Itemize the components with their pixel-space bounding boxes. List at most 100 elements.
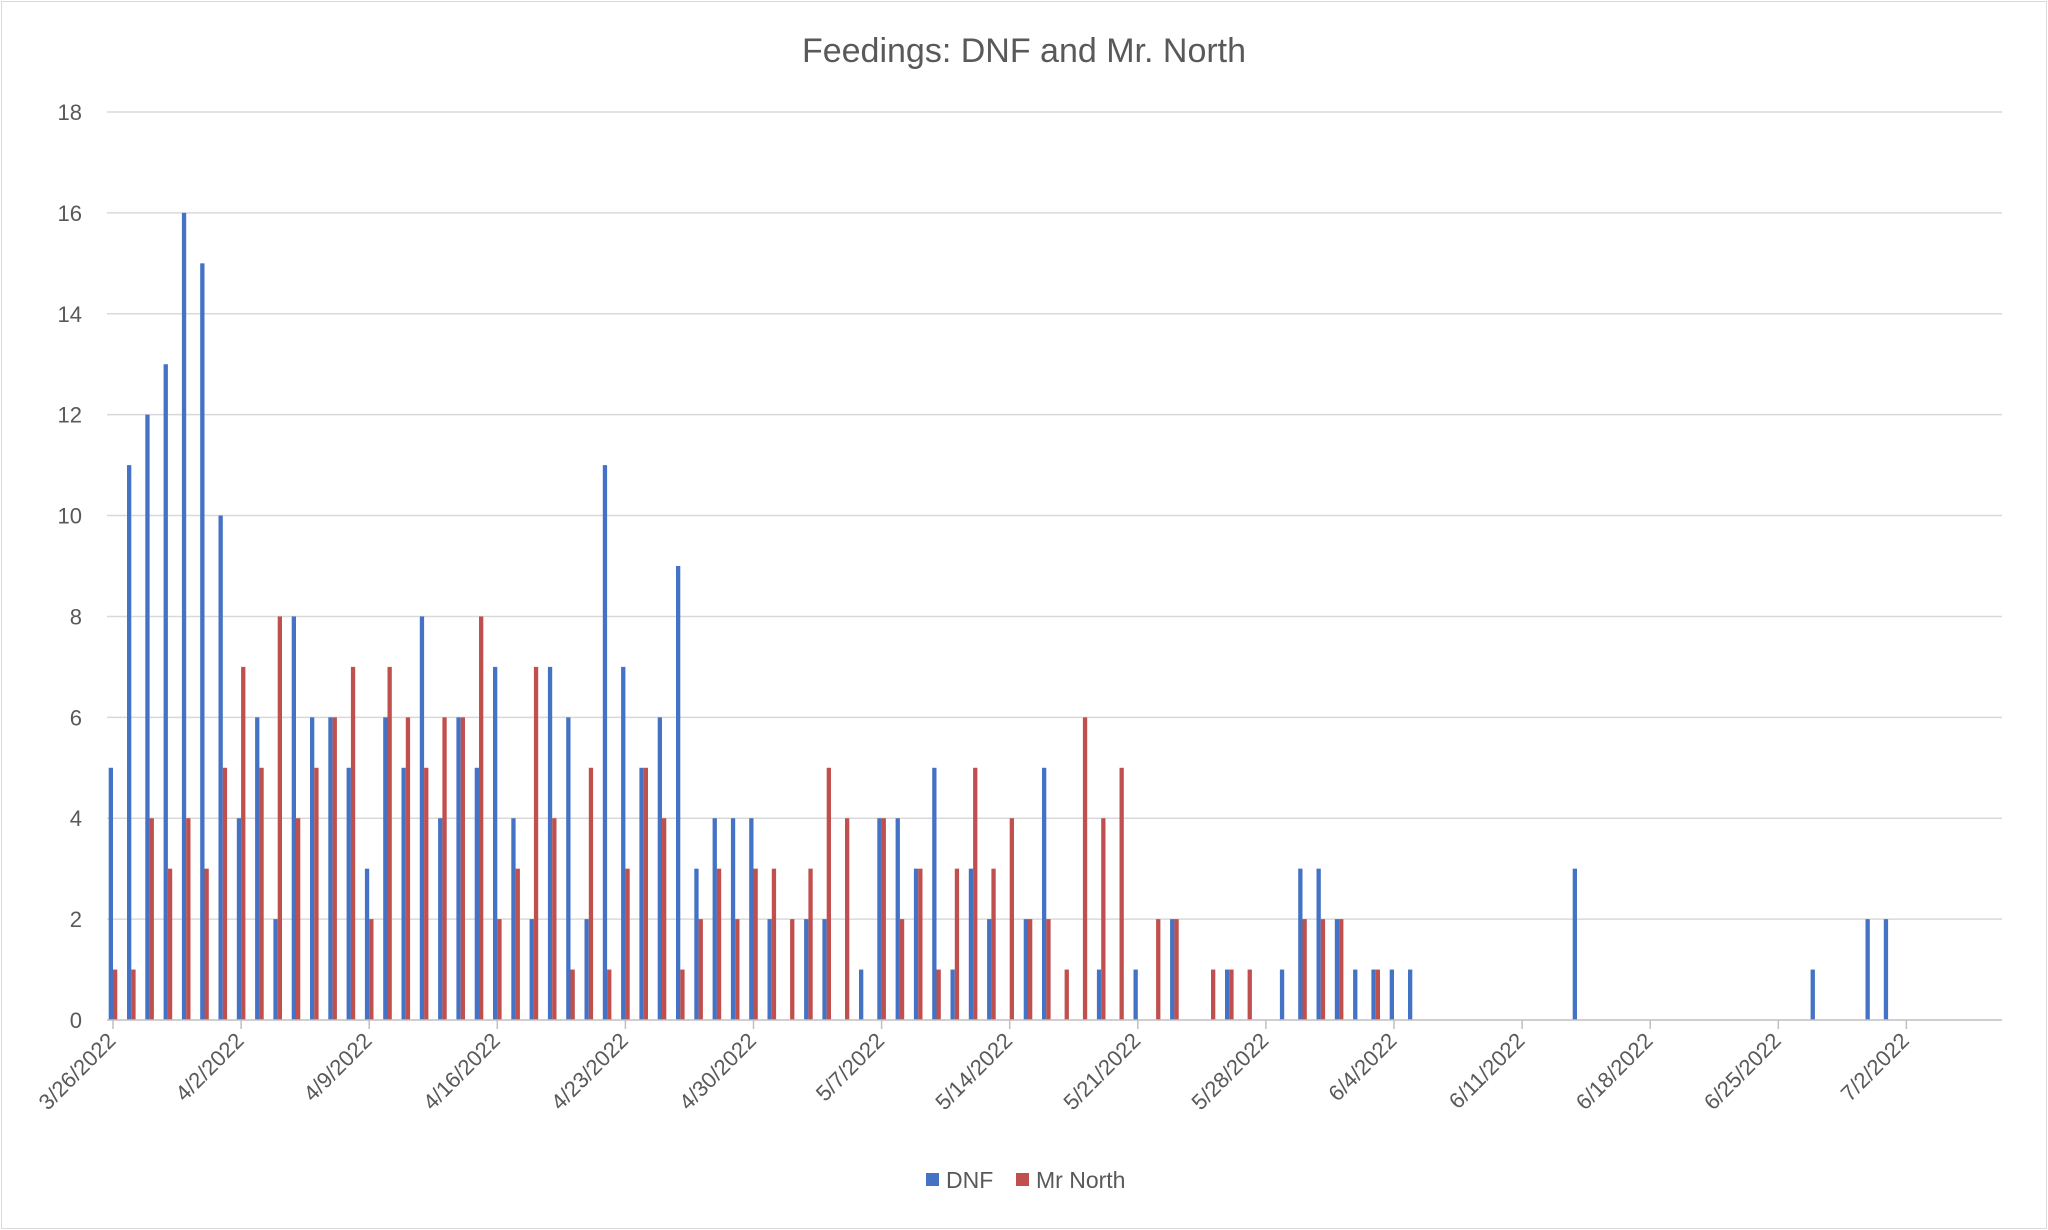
bar-mr-north [936, 969, 941, 1020]
bar-dnf [401, 767, 406, 1020]
bar-mr-north [662, 818, 667, 1020]
bar-mr-north [881, 818, 886, 1020]
x-tick-label: 5/14/2022 [930, 1028, 1017, 1115]
bar-dnf [621, 666, 626, 1020]
bar-mr-north [643, 767, 648, 1020]
bar-mr-north [790, 919, 795, 1020]
bar-dnf [804, 919, 809, 1020]
bar-mr-north [314, 767, 319, 1020]
bar-dnf [364, 868, 370, 1020]
bar-mr-north [1156, 919, 1161, 1020]
bar-dnf [730, 818, 736, 1020]
bar-mr-north [625, 868, 630, 1020]
legend: DNF Mr North [926, 1167, 1125, 1193]
bar-mr-north [167, 868, 173, 1020]
bar-dnf [602, 465, 608, 1021]
bar-mr-north [424, 767, 429, 1020]
bar-dnf [1883, 919, 1889, 1020]
bar-dnf [712, 818, 717, 1020]
y-tick-label: 2 [70, 907, 82, 932]
bar-dnf [987, 919, 992, 1020]
bar-mr-north [113, 969, 118, 1020]
bar-dnf [913, 868, 919, 1020]
bar-dnf [1316, 868, 1321, 1020]
x-tick-label: 6/11/2022 [1444, 1028, 1530, 1114]
bar-mr-north [186, 818, 191, 1020]
bar-mr-north [845, 818, 850, 1020]
bar-mr-north [991, 868, 996, 1020]
bar-dnf [1279, 969, 1285, 1020]
bar-mr-north [460, 717, 465, 1020]
bar-mr-north [1009, 818, 1014, 1020]
bar-dnf [1353, 969, 1358, 1020]
bar-dnf [273, 919, 278, 1020]
bar-mr-north [497, 919, 502, 1020]
bar-dnf [218, 515, 223, 1020]
bar-dnf [822, 919, 827, 1020]
bar-dnf [493, 666, 498, 1020]
y-tick-label: 12 [58, 403, 82, 428]
bar-dnf [145, 414, 150, 1021]
bars [108, 212, 1889, 1021]
bar-dnf [108, 767, 113, 1020]
bar-dnf [419, 616, 425, 1020]
bar-mr-north [1028, 919, 1033, 1020]
bar-dnf [1023, 919, 1028, 1020]
bar-dnf [310, 717, 315, 1020]
bar-dnf [511, 818, 516, 1020]
bar-mr-north [1375, 969, 1380, 1020]
y-axis-ticks: 0 2 4 6 8 10 12 14 16 18 [58, 100, 82, 1033]
bar-mr-north [771, 868, 777, 1020]
bar-mr-north [131, 969, 136, 1020]
legend-label: DNF [946, 1167, 993, 1193]
bar-mr-north [442, 717, 447, 1020]
x-tick-label: 4/23/2022 [546, 1028, 633, 1115]
bar-dnf [1572, 868, 1577, 1020]
bar-mr-north [241, 666, 246, 1020]
bar-mr-north [1211, 969, 1216, 1020]
bar-mr-north [1064, 969, 1069, 1020]
x-tick-label: 5/28/2022 [1187, 1028, 1274, 1115]
bar-mr-north [973, 767, 978, 1020]
y-tick-label: 0 [70, 1008, 82, 1033]
bar-mr-north [1082, 717, 1088, 1020]
bar-dnf [1334, 919, 1340, 1020]
x-tick-label: 5/7/2022 [811, 1028, 889, 1106]
x-tick-label: 7/2/2022 [1836, 1028, 1914, 1106]
bar-dnf [1810, 969, 1815, 1020]
bar-dnf [346, 767, 351, 1020]
x-tick-label: 4/2/2022 [170, 1028, 248, 1106]
legend-label: Mr North [1036, 1167, 1125, 1193]
bar-dnf [1133, 969, 1138, 1020]
legend-swatch [1016, 1173, 1029, 1186]
bar-dnf [328, 717, 333, 1020]
bar-mr-north [1320, 919, 1326, 1020]
bar-dnf [474, 767, 479, 1020]
bar-dnf [383, 717, 388, 1020]
bar-dnf [1042, 767, 1047, 1020]
bar-mr-north [1046, 919, 1051, 1020]
bar-mr-north [259, 767, 264, 1020]
x-tick-label: 5/21/2022 [1058, 1028, 1145, 1115]
x-tick-label: 4/16/2022 [418, 1028, 505, 1115]
bar-dnf [1298, 868, 1303, 1020]
y-tick-label: 14 [58, 302, 82, 327]
x-tick-label: 4/30/2022 [674, 1028, 761, 1115]
bar-dnf [950, 969, 955, 1020]
bar-mr-north [533, 666, 539, 1020]
bar-mr-north [1302, 919, 1307, 1020]
bar-mr-north [1101, 818, 1106, 1020]
bar-mr-north [808, 868, 813, 1020]
bar-dnf [932, 767, 937, 1020]
legend-swatch [926, 1173, 939, 1186]
bar-mr-north [149, 818, 154, 1020]
bar-dnf [127, 465, 132, 1021]
bar-mr-north [607, 969, 612, 1020]
y-tick-label: 16 [58, 201, 82, 226]
y-tick-label: 10 [58, 504, 82, 529]
bar-dnf [163, 364, 168, 1020]
bar-dnf [1865, 919, 1870, 1020]
bar-dnf [438, 818, 443, 1020]
